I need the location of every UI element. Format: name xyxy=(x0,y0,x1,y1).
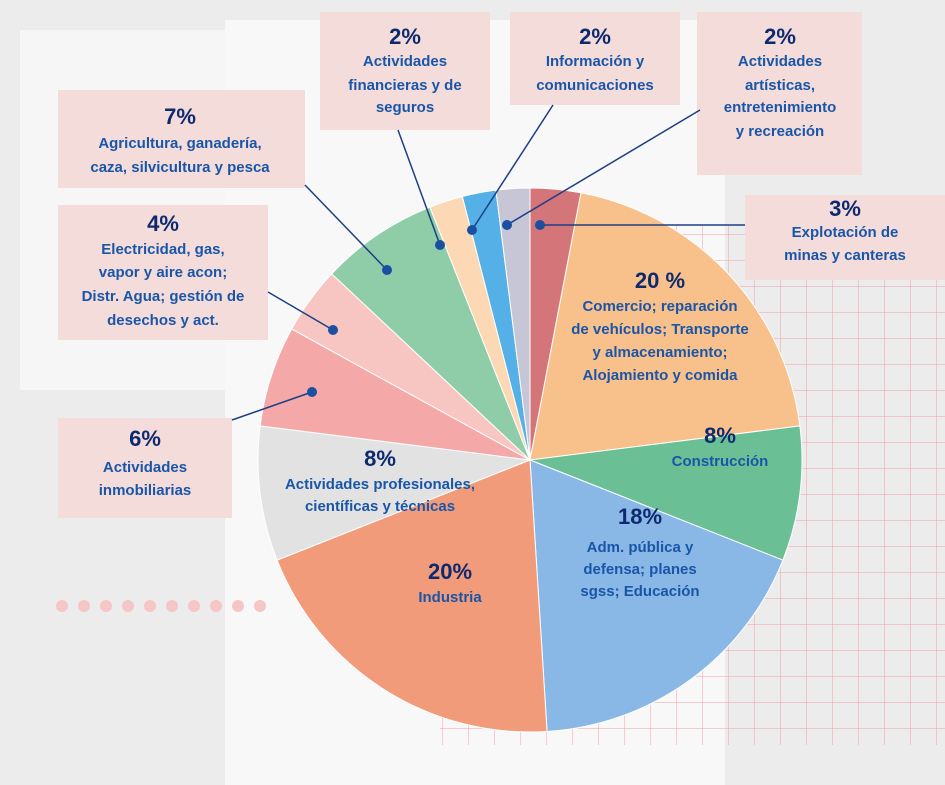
callout-dot xyxy=(328,325,338,335)
slice-label: de vehículos; Transporte xyxy=(571,321,749,338)
pie-slice xyxy=(529,459,784,732)
value-label: 2% xyxy=(764,24,796,49)
slice-label: financieras y de xyxy=(348,77,461,94)
value-label: 18% xyxy=(618,504,662,529)
slice-label: Construcción xyxy=(672,453,769,470)
value-label: 8% xyxy=(364,446,396,471)
slice-label: Distr. Agua; gestión de xyxy=(82,288,245,305)
pie-slice xyxy=(529,192,801,461)
slice-label: caza, silvicultura y pesca xyxy=(90,159,270,176)
callout-line xyxy=(267,291,334,331)
callout-line xyxy=(231,391,313,421)
slice-label: y almacenamiento; xyxy=(592,344,727,361)
slice-label: comunicaciones xyxy=(536,77,654,94)
label-box xyxy=(745,195,945,280)
callout-dot xyxy=(467,225,477,235)
dots xyxy=(56,600,266,612)
slice-label: minas y canteras xyxy=(784,247,906,264)
value-label: 2% xyxy=(579,24,611,49)
slice-label: Actividades xyxy=(738,53,822,70)
slice-label: inmobiliarias xyxy=(99,482,192,499)
slice-label: Agricultura, ganadería, xyxy=(98,135,261,152)
slice-label: defensa; planes xyxy=(583,561,696,578)
value-label: 7% xyxy=(164,104,196,129)
slice-label: Actividades profesionales, xyxy=(285,476,475,493)
slice-label: Industria xyxy=(418,589,482,606)
label-box xyxy=(58,205,268,340)
callout-dot xyxy=(535,220,545,230)
slice-label: Adm. pública y xyxy=(587,539,694,556)
slice-label: Electricidad, gas, xyxy=(101,241,224,258)
value-label: 6% xyxy=(129,426,161,451)
slice-label: Comercio; reparación xyxy=(582,298,737,315)
slice-label: científicas y técnicas xyxy=(305,498,455,515)
value-label: 20% xyxy=(428,559,472,584)
value-label: 3% xyxy=(829,196,861,221)
label-box xyxy=(697,12,862,175)
callout-dot xyxy=(435,240,445,250)
slice-label: artísticas, xyxy=(745,77,815,94)
callout-dot xyxy=(502,220,512,230)
slice-label: desechos y act. xyxy=(107,312,219,329)
pie-slice xyxy=(276,459,548,733)
slice-label: Alojamiento y comida xyxy=(582,367,738,384)
label-box xyxy=(58,90,305,188)
callout-line xyxy=(397,129,441,246)
callout-dot xyxy=(382,265,392,275)
slice-label: seguros xyxy=(376,99,434,116)
value-label: 8% xyxy=(704,423,736,448)
pie-slice xyxy=(331,206,531,461)
pie-slice xyxy=(495,187,531,461)
value-label: 20 % xyxy=(635,268,685,293)
slice-label: sgss; Educación xyxy=(580,583,699,600)
pie-slice xyxy=(529,425,803,561)
callout-line xyxy=(304,184,388,271)
slice-label: Explotación de xyxy=(792,224,899,241)
slice-label: Actividades xyxy=(363,53,447,70)
label-box xyxy=(510,12,680,105)
slice-label: entretenimiento xyxy=(724,99,837,116)
callout-line xyxy=(506,109,701,226)
slice-label: Información y xyxy=(546,53,645,70)
slice-label: y recreación xyxy=(736,123,824,140)
value-label: 2% xyxy=(389,24,421,49)
slice-label: vapor y aire acon; xyxy=(99,264,227,281)
callout-dot xyxy=(307,387,317,397)
callout-line xyxy=(471,104,554,231)
value-label: 4% xyxy=(147,211,179,236)
label-box xyxy=(320,12,490,130)
slice-label: Actividades xyxy=(103,459,187,476)
label-box xyxy=(58,418,232,518)
pie-slice xyxy=(257,425,531,561)
